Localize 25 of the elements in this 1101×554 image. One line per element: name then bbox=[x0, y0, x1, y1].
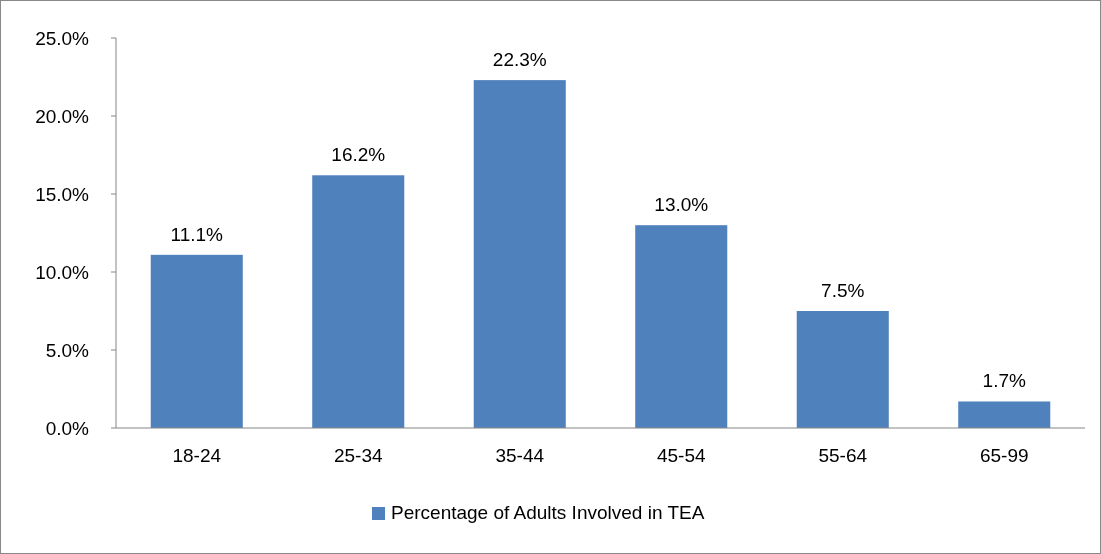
bar bbox=[958, 401, 1051, 428]
x-tick-label: 35-44 bbox=[495, 445, 545, 466]
data-label: 1.7% bbox=[982, 370, 1027, 392]
data-label: 13.0% bbox=[654, 194, 709, 216]
y-tick-label: 10.0% bbox=[35, 261, 90, 283]
y-tick-label: 5.0% bbox=[45, 339, 90, 361]
data-label: 7.5% bbox=[821, 280, 865, 301]
bar bbox=[473, 80, 566, 428]
x-tick-label: 45-54 bbox=[656, 445, 706, 466]
legend-label: Percentage of Adults Involved in TEA bbox=[391, 502, 705, 523]
data-label: 16.2% bbox=[331, 144, 386, 166]
y-tick-label: 25.0% bbox=[35, 27, 90, 49]
x-tick-label: 25-34 bbox=[333, 445, 383, 466]
data-label: 11.1% bbox=[170, 223, 224, 245]
y-tick-label: 20.0% bbox=[35, 105, 90, 127]
x-tick-label: 65-99 bbox=[979, 445, 1029, 466]
bar bbox=[312, 175, 405, 428]
x-tick-label: 55-64 bbox=[818, 445, 868, 466]
data-label: 22.3% bbox=[492, 49, 547, 71]
y-tick-label: 15.0% bbox=[35, 183, 90, 205]
x-tick-label: 18-24 bbox=[172, 445, 222, 466]
bar bbox=[635, 225, 728, 428]
bar bbox=[150, 254, 243, 428]
bar bbox=[796, 311, 889, 428]
y-tick-label: 0.0% bbox=[45, 417, 90, 439]
